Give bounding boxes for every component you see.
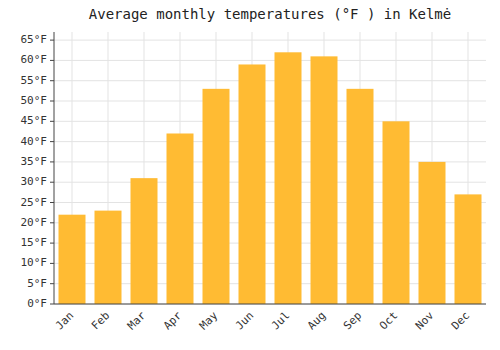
y-tick — [50, 283, 54, 284]
y-tick-label: 55°F — [21, 74, 48, 87]
y-grid-line — [54, 101, 486, 102]
y-tick-label: 10°F — [21, 256, 48, 269]
y-tick-label: 40°F — [21, 135, 48, 148]
x-tick-label: May — [197, 309, 221, 333]
y-tick — [50, 182, 54, 183]
page: {"chart_data": {"type": "bar", "title": … — [0, 0, 500, 350]
y-grid-line — [54, 40, 486, 41]
x-tick-label: Jun — [233, 309, 256, 332]
y-tick — [50, 80, 54, 81]
bars — [59, 52, 482, 304]
chart: 0°F 5°F 10°F 15°F 20°F 25°F 30°F 35°F 40°F 45°F 50… — [0, 0, 500, 350]
x-tick-label: Nov — [413, 309, 437, 333]
bar — [203, 89, 230, 304]
y-tick-label: 25°F — [21, 196, 48, 209]
y-tick-label: 45°F — [21, 114, 48, 127]
grid — [54, 32, 486, 304]
y-tick — [50, 161, 54, 162]
x-tick-label: Jan — [53, 309, 76, 332]
x-tick-label: Sep — [341, 309, 364, 332]
y-tick — [50, 202, 54, 203]
bar — [455, 194, 482, 304]
y-tick-label: 30°F — [21, 175, 48, 188]
bar — [167, 133, 194, 304]
bar — [419, 162, 446, 304]
y-grid-line — [54, 80, 486, 81]
bar — [131, 178, 158, 304]
y-tick — [50, 222, 54, 223]
y-tick — [50, 263, 54, 264]
x-tick-label: Apr — [161, 309, 185, 333]
x-tick-label: Feb — [89, 309, 112, 332]
axes: 0°F 5°F 10°F 15°F 20°F 25°F 30°F 35°F 40°F 45°F 50… — [21, 32, 487, 332]
y-grid-line — [54, 141, 486, 142]
y-tick — [50, 141, 54, 142]
y-tick — [50, 304, 54, 305]
x-tick-label: Oct — [377, 309, 400, 332]
bar — [347, 89, 374, 304]
y-tick — [50, 121, 54, 122]
y-grid-line — [54, 121, 486, 122]
x-tick-label: Jul — [269, 309, 292, 332]
x-tick-label: Mar — [125, 309, 149, 333]
bar — [383, 121, 410, 304]
y-grid-line — [54, 304, 486, 305]
y-tick-label: 65°F — [21, 33, 48, 46]
y-tick-label: 50°F — [21, 94, 48, 107]
x-tick-label: Aug — [305, 309, 328, 332]
bar — [239, 64, 266, 304]
y-tick-label: 5°F — [27, 277, 47, 290]
y-tick-label: 15°F — [21, 236, 48, 249]
x-axis-line — [54, 304, 486, 305]
y-tick-label: 20°F — [21, 216, 48, 229]
y-tick — [50, 60, 54, 61]
title: Average monthly temperatures (°F ) in Ke… — [89, 6, 451, 22]
y-tick — [50, 101, 54, 102]
y-tick — [50, 40, 54, 41]
bar — [311, 56, 338, 304]
bar — [275, 52, 302, 304]
y-tick — [50, 243, 54, 244]
bar — [95, 211, 122, 304]
bar — [59, 215, 86, 304]
y-tick-label: 0°F — [27, 297, 47, 310]
y-grid-line — [54, 60, 486, 61]
y-tick-label: 35°F — [21, 155, 48, 168]
y-tick-label: 60°F — [21, 53, 48, 66]
x-tick-label: Dec — [449, 309, 472, 332]
